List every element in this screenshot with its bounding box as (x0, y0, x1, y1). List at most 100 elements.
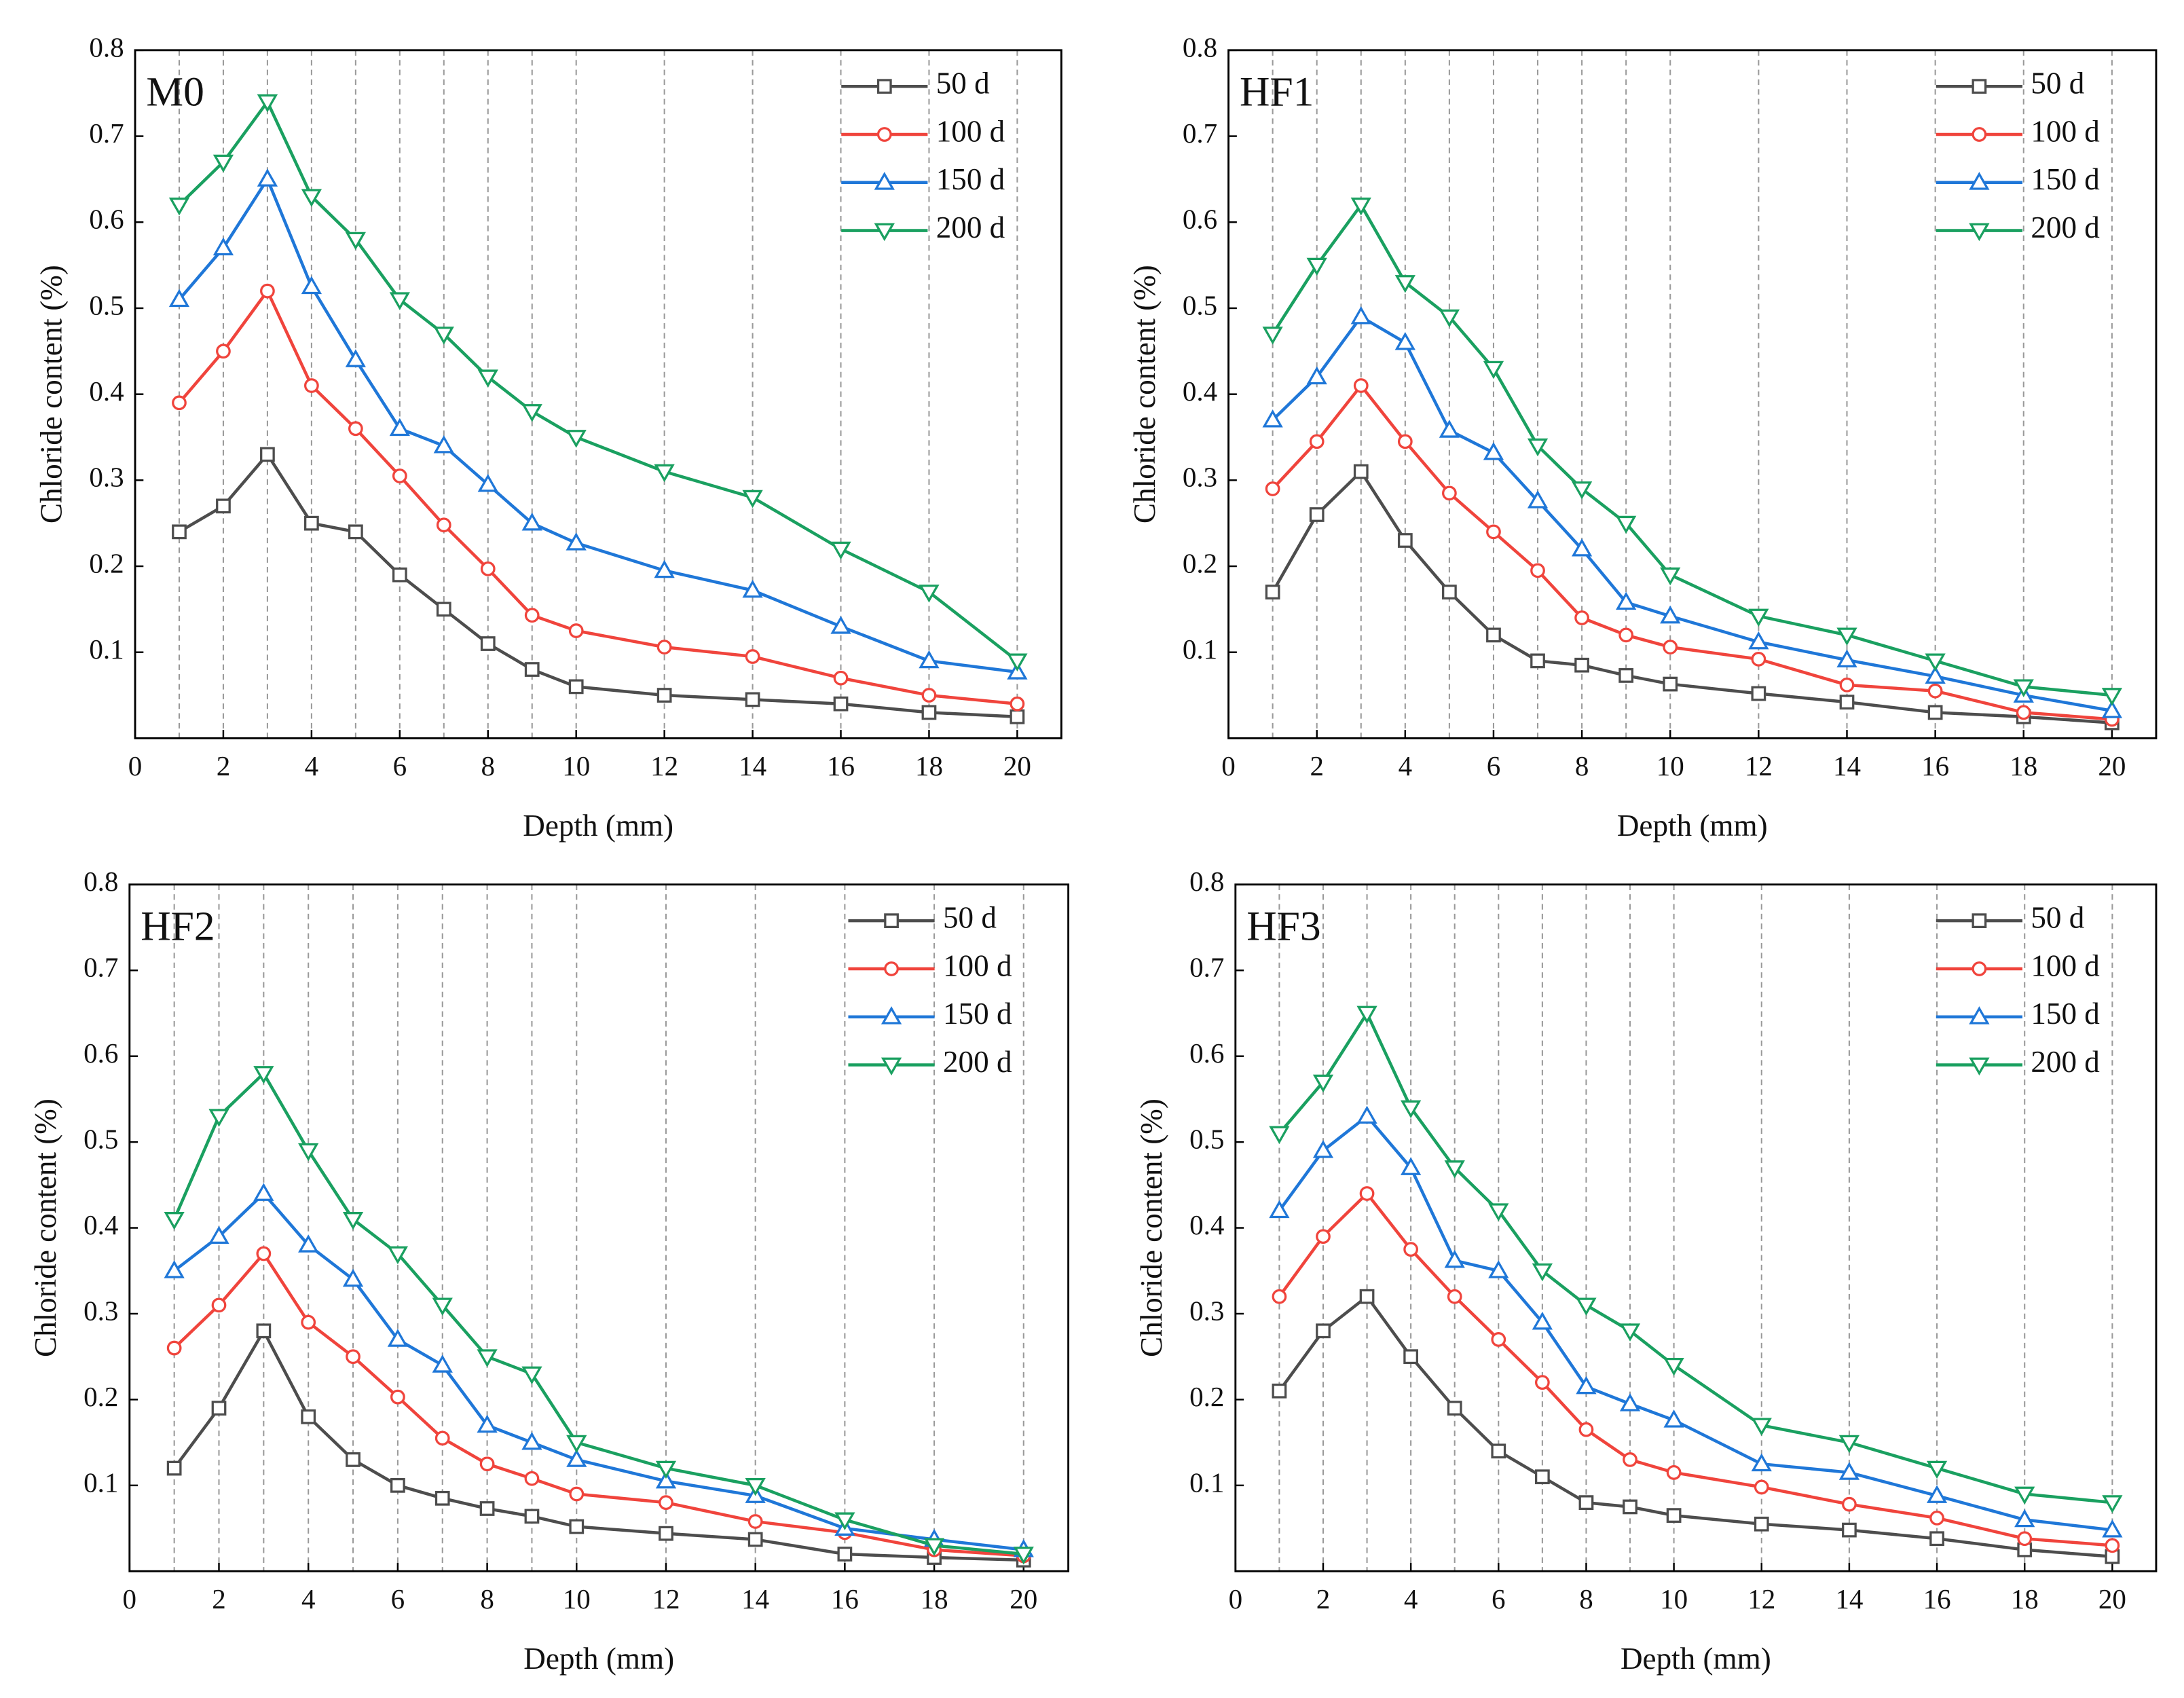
marker (1309, 507, 1325, 522)
marker (1754, 1516, 1769, 1532)
marker (387, 1329, 409, 1347)
series-line (1278, 1114, 2113, 1532)
legend-label: 150 d (943, 997, 1012, 1031)
marker (1663, 1357, 1684, 1376)
marker (345, 349, 366, 367)
marker (1486, 627, 1501, 643)
y-tick-label: 0.3 (84, 1295, 118, 1326)
y-axis-title: Chloride content (%) (34, 265, 68, 523)
x-tick-label: 18 (2010, 750, 2037, 781)
x-tick-label: 8 (481, 750, 496, 781)
marker (1530, 653, 1545, 669)
legend-label: 150 d (936, 162, 1005, 196)
marker (745, 649, 760, 664)
x-tick-label: 0 (1221, 750, 1236, 781)
x-tick-label: 18 (921, 1583, 948, 1614)
y-tick-label: 0.7 (84, 952, 118, 983)
marker (1926, 1460, 1948, 1479)
marker (477, 1414, 498, 1433)
marker (654, 464, 675, 483)
series-line (1278, 1294, 2113, 1559)
marker (1571, 481, 1593, 500)
marker (433, 435, 454, 454)
marker (1751, 1418, 1772, 1436)
marker (211, 1401, 227, 1416)
marker (1491, 1443, 1506, 1459)
y-tick-label: 0.4 (89, 375, 124, 407)
marker (921, 705, 937, 720)
x-tick-label: 4 (301, 1583, 316, 1614)
marker (1491, 1332, 1506, 1347)
marker (1359, 1186, 1375, 1201)
chart-panel: 0.1 0.2 0.3 0.4 0.5 0.6 0.7 0.8 0 2 4 6 8 10 12 14 16 18 2… (34, 31, 1062, 843)
marker (348, 421, 363, 437)
y-tick-label: 0.1 (1189, 1466, 1224, 1498)
marker (1442, 485, 1457, 501)
y-tick-label: 0.2 (1189, 1381, 1224, 1412)
marker (477, 369, 498, 388)
marker (436, 602, 451, 617)
x-tick-label: 16 (1923, 1583, 1951, 1614)
marker (659, 1526, 673, 1541)
marker (216, 498, 231, 514)
marker (919, 650, 940, 669)
marker (656, 640, 672, 654)
marker (256, 1323, 272, 1339)
marker (830, 541, 851, 560)
marker (1836, 627, 1857, 646)
marker (1660, 605, 1681, 624)
marker (1748, 608, 1769, 627)
legend-marker (874, 223, 895, 242)
marker (1394, 332, 1415, 350)
marker (166, 1460, 182, 1476)
marker (1748, 631, 1769, 650)
marker (833, 670, 849, 686)
marker (1394, 275, 1415, 293)
marker (1574, 610, 1589, 625)
marker (1306, 366, 1327, 385)
marker (345, 232, 366, 251)
marker (260, 447, 275, 462)
x-tick-label: 0 (128, 750, 143, 781)
x-tick-label: 14 (741, 1583, 769, 1614)
y-tick-label: 0.5 (84, 1124, 118, 1155)
y-axis-title: Chloride content (%) (29, 1099, 62, 1357)
legend-marker (1972, 127, 1987, 142)
x-axis-title: Depth (mm) (1617, 809, 1768, 843)
legend-label: 200 d (2031, 1045, 2100, 1079)
marker (521, 1366, 542, 1385)
x-tick-label: 6 (1487, 750, 1501, 781)
marker (921, 688, 937, 703)
marker (1926, 1485, 1948, 1503)
marker (1444, 1160, 1465, 1179)
y-tick-label: 0.2 (84, 1381, 118, 1412)
x-tick-label: 20 (1010, 1583, 1037, 1614)
marker (2014, 1509, 2035, 1528)
marker (1619, 1393, 1641, 1411)
marker (298, 1143, 319, 1162)
marker (1929, 1531, 1944, 1547)
marker (212, 154, 234, 173)
marker (1576, 1297, 1597, 1316)
marker (837, 1547, 853, 1562)
marker (2102, 1519, 2123, 1538)
marker (1836, 649, 1857, 667)
marker (655, 1470, 677, 1489)
marker (1262, 409, 1283, 428)
marker (747, 1532, 763, 1547)
marker (216, 344, 231, 359)
x-tick-label: 2 (1310, 750, 1324, 781)
marker (257, 94, 278, 113)
legend-marker (1969, 172, 1990, 190)
marker (253, 1183, 274, 1201)
marker (1839, 695, 1855, 710)
legend-marker (1969, 1006, 1990, 1025)
y-tick-label: 0.8 (1189, 866, 1224, 897)
marker (479, 1501, 495, 1516)
y-tick-label: 0.4 (1189, 1209, 1224, 1240)
y-tick-label: 0.8 (84, 866, 118, 897)
marker (1663, 1409, 1684, 1428)
marker (389, 292, 410, 310)
y-tick-label: 0.5 (89, 289, 124, 320)
